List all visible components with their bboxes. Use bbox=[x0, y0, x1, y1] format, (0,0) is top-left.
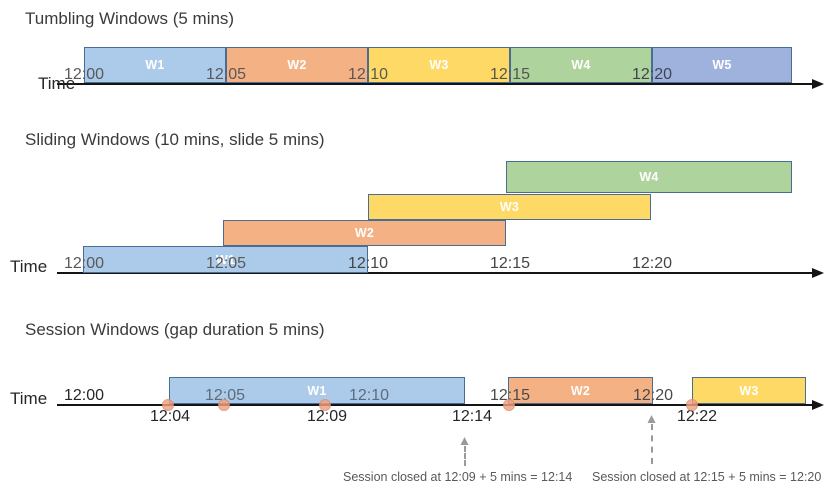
time-axis-label-session: Time bbox=[10, 389, 48, 408]
timeline-axis bbox=[57, 272, 812, 274]
window-label: W3 bbox=[499, 200, 520, 214]
timeline-arrowhead-icon bbox=[812, 78, 824, 89]
axis-tick-label: 12:00 bbox=[63, 255, 105, 272]
window-box-w5: W5 bbox=[652, 47, 792, 83]
axis-tick-label: 12:20 bbox=[632, 387, 674, 404]
event-dot bbox=[503, 399, 515, 411]
event-time-label: 12:04 bbox=[149, 408, 191, 425]
window-label: W2 bbox=[354, 226, 375, 240]
axis-tick-label: 12:05 bbox=[205, 66, 247, 83]
axis-tick-label: 12:10 bbox=[348, 387, 390, 404]
window-box-w3: W3 bbox=[368, 47, 510, 83]
window-label: W1 bbox=[145, 58, 165, 72]
axis-tick-label: 12:15 bbox=[489, 387, 531, 404]
session-closed-annotation: Session closed at 12:15 + 5 mins = 12:20 bbox=[592, 470, 822, 484]
timeline-axis bbox=[57, 404, 812, 406]
session-windows-title: Session Windows (gap duration 5 mins) bbox=[25, 320, 325, 339]
window-box-w2: W2 bbox=[226, 47, 368, 83]
axis-tick-label: 12:10 bbox=[347, 66, 389, 83]
axis-tick-label: 12:20 bbox=[631, 255, 673, 272]
event-dot bbox=[162, 399, 174, 411]
window-label: W2 bbox=[287, 58, 307, 72]
window-box-w3: W3 bbox=[692, 377, 806, 404]
window-label: W4 bbox=[571, 58, 591, 72]
sliding-windows-title: Sliding Windows (10 mins, slide 5 mins) bbox=[25, 130, 325, 149]
window-box-w3: W3 bbox=[368, 194, 651, 220]
axis-tick-label: 12:05 bbox=[205, 255, 247, 272]
dashed-arrowhead-icon bbox=[460, 437, 469, 445]
window-label: W3 bbox=[739, 383, 759, 398]
timeline-axis bbox=[57, 83, 812, 85]
event-time-label: 12:14 bbox=[451, 408, 493, 425]
window-label: W4 bbox=[639, 170, 659, 184]
timeline-arrowhead-icon bbox=[812, 267, 824, 278]
event-dot bbox=[218, 399, 230, 411]
window-box-w1: W1 bbox=[84, 47, 226, 83]
dashed-arrow-line bbox=[651, 424, 653, 464]
window-box-w4: W4 bbox=[510, 47, 652, 83]
axis-tick-label: 12:20 bbox=[631, 66, 673, 83]
tumbling-windows-title: Tumbling Windows (5 mins) bbox=[25, 9, 235, 28]
window-box-w4: W4 bbox=[506, 161, 792, 193]
window-box-w1: W1 bbox=[169, 377, 465, 404]
dashed-arrow-line bbox=[464, 446, 466, 466]
window-box-w1: W1 bbox=[83, 246, 368, 273]
window-label: W2 bbox=[570, 383, 591, 398]
event-dot bbox=[319, 399, 331, 411]
window-label: W1 bbox=[307, 383, 327, 398]
dashed-arrowhead-icon bbox=[647, 415, 656, 423]
axis-tick-label: 12:05 bbox=[204, 387, 246, 404]
axis-tick-label: 12:00 bbox=[63, 66, 105, 83]
session-closed-annotation: Session closed at 12:09 + 5 mins = 12:14 bbox=[343, 470, 573, 484]
window-box-w2: W2 bbox=[223, 220, 506, 246]
axis-tick-label: 12:00 bbox=[63, 387, 105, 404]
window-label: W3 bbox=[429, 58, 449, 72]
axis-tick-label: 12:15 bbox=[489, 255, 531, 272]
event-dot bbox=[686, 399, 698, 411]
window-label: W1 bbox=[215, 252, 236, 267]
axis-tick-label: 12:10 bbox=[347, 255, 389, 272]
time-axis-label-sliding: Time bbox=[10, 257, 48, 276]
window-label: W5 bbox=[712, 58, 732, 72]
window-box-w2: W2 bbox=[508, 377, 653, 404]
event-time-label: 12:09 bbox=[306, 408, 348, 425]
timeline-arrowhead-icon bbox=[812, 399, 824, 410]
event-time-label: 12:22 bbox=[676, 408, 718, 425]
axis-tick-label: 12:15 bbox=[489, 66, 531, 83]
time-axis-label-tumbling: Time bbox=[38, 74, 76, 93]
